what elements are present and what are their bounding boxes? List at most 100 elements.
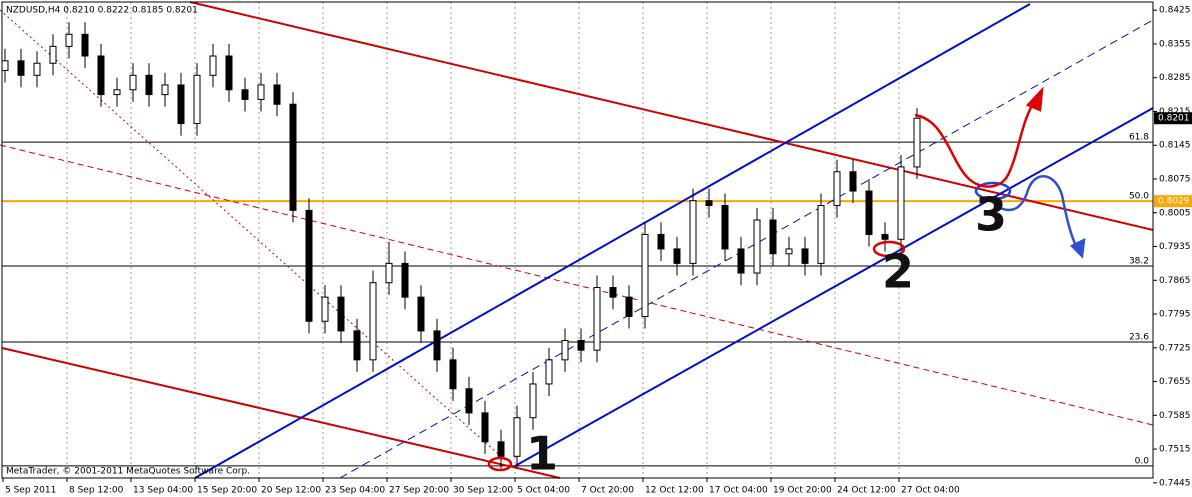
- candle-body: [113, 89, 121, 96]
- y-tick-label: 0.7515: [1159, 445, 1191, 455]
- y-tick-label: 0.7585: [1159, 411, 1191, 421]
- candle-body: [689, 200, 697, 264]
- fib-label: 38.2: [1129, 256, 1149, 266]
- y-tick-label: 0.8285: [1159, 73, 1191, 83]
- y-tick-label: 0.8075: [1159, 174, 1191, 184]
- candle-body: [529, 383, 537, 419]
- candle-body: [849, 171, 857, 192]
- arrowhead: [1069, 237, 1086, 259]
- circle: [872, 240, 906, 258]
- x-tick-label: 8 Sep 12:00: [69, 486, 124, 496]
- x-tick-label: 12 Oct 12:00: [645, 486, 704, 496]
- fib-label: 61.8: [1129, 133, 1149, 143]
- channel-line: [514, 107, 1154, 467]
- x-tick-label: 27 Oct 04:00: [901, 486, 960, 496]
- candle-body: [625, 296, 633, 317]
- x-tick-label: 5 Oct 04:00: [517, 486, 570, 496]
- y-tick-label: 0.7725: [1159, 343, 1191, 353]
- candle-body: [33, 62, 41, 76]
- trendline: [0, 144, 1154, 426]
- candle-body: [769, 219, 777, 255]
- candle-body: [753, 219, 761, 274]
- candle-body: [833, 171, 841, 207]
- candle-body: [17, 60, 25, 76]
- candle-body: [593, 287, 601, 351]
- candle-body: [97, 55, 105, 96]
- candle-body: [433, 330, 441, 361]
- y-tick-label: 0.8005: [1159, 208, 1191, 218]
- candle-body: [721, 205, 729, 250]
- y-tick-label: 0.8145: [1159, 141, 1191, 151]
- x-tick-label: 20 Sep 12:00: [261, 486, 321, 496]
- candle-body: [865, 190, 873, 235]
- candle-body: [353, 330, 361, 361]
- candle-body: [177, 84, 185, 125]
- axis: 0.8425 0.8355 0.8285 0.8215 0.8145 0.8075 0.80…: [2, 6, 1192, 496]
- candle-body: [129, 74, 137, 91]
- candle-body: [497, 441, 505, 457]
- candle-body: [913, 117, 921, 168]
- candle-body: [337, 296, 345, 332]
- candle-body: [225, 55, 233, 91]
- candle-body: [513, 417, 521, 457]
- candle-body: [81, 33, 89, 57]
- candle-body: [545, 359, 553, 385]
- x-tick-label: 30 Sep 12:00: [453, 486, 513, 496]
- y-tick-label: 0.8355: [1159, 39, 1191, 49]
- x-tick-label: 19 Oct 20:00: [773, 486, 832, 496]
- x-tick-label: 5 Sep 2011: [5, 486, 56, 496]
- candle-body: [1, 60, 9, 71]
- x-tick-label: 24 Oct 12:00: [837, 486, 896, 496]
- candles: [1, 22, 921, 469]
- arrowhead: [1025, 86, 1044, 112]
- grid: [66, 2, 900, 478]
- y-tick-label: 0.8425: [1159, 6, 1191, 16]
- candle-body: [881, 233, 889, 240]
- price-label: 0.8201: [1158, 114, 1190, 124]
- candle-body: [385, 262, 393, 284]
- x-tick-label: 7 Oct 20:00: [581, 486, 634, 496]
- candle-body: [561, 340, 569, 361]
- candle-body: [369, 282, 377, 361]
- chart-title: NZDUSD,H4 0.8210 0.8222 0.8185 0.8201: [6, 6, 198, 16]
- candle-body: [273, 84, 281, 105]
- y-tick-label: 0.7865: [1159, 276, 1191, 286]
- channel-line: [194, 3, 1031, 479]
- y-tick-label: 0.7795: [1159, 310, 1191, 320]
- candle-body: [705, 200, 713, 207]
- trendlines: [0, 1, 1154, 479]
- x-tick-label: 17 Oct 04:00: [709, 486, 768, 496]
- candle-body: [657, 233, 665, 250]
- x-tick-label: 23 Sep 04:00: [325, 486, 385, 496]
- candle-body: [65, 33, 73, 47]
- y-tick-label: 0.8215: [1159, 107, 1191, 117]
- annotation: 3: [975, 188, 1007, 242]
- y-tick-label: 0.7655: [1159, 377, 1191, 387]
- candle-body: [289, 103, 297, 211]
- x-tick-label: 27 Sep 20:00: [389, 486, 449, 496]
- candle-body: [801, 248, 809, 264]
- candle-body: [785, 248, 793, 255]
- candle-body: [193, 74, 201, 125]
- fib-label: 23.6: [1129, 332, 1149, 342]
- candle-body: [257, 84, 265, 100]
- candle-body: [817, 205, 825, 264]
- candle-body: [145, 74, 153, 96]
- annotation: 1: [526, 427, 558, 481]
- candle-body: [737, 248, 745, 274]
- arrow-path: [914, 99, 1037, 188]
- candle-body: [449, 359, 457, 390]
- levels: 61.8 50.0 38.2 23.6 0.0: [2, 133, 1153, 467]
- trendline: [189, 1, 1154, 231]
- candle-body: [401, 262, 409, 298]
- candle-body: [241, 89, 249, 100]
- y-tick-label: 0.7445: [1159, 478, 1191, 488]
- price-box: [1154, 195, 1192, 208]
- plot-border: [1, 1, 1154, 479]
- fib-label: 50.0: [1129, 192, 1149, 202]
- arrow-path: [994, 175, 1080, 251]
- x-tick-label: 13 Sep 04:00: [133, 486, 193, 496]
- candle-body: [481, 412, 489, 443]
- y-tick-label: 0.7935: [1159, 242, 1191, 252]
- price-box: [1154, 112, 1192, 125]
